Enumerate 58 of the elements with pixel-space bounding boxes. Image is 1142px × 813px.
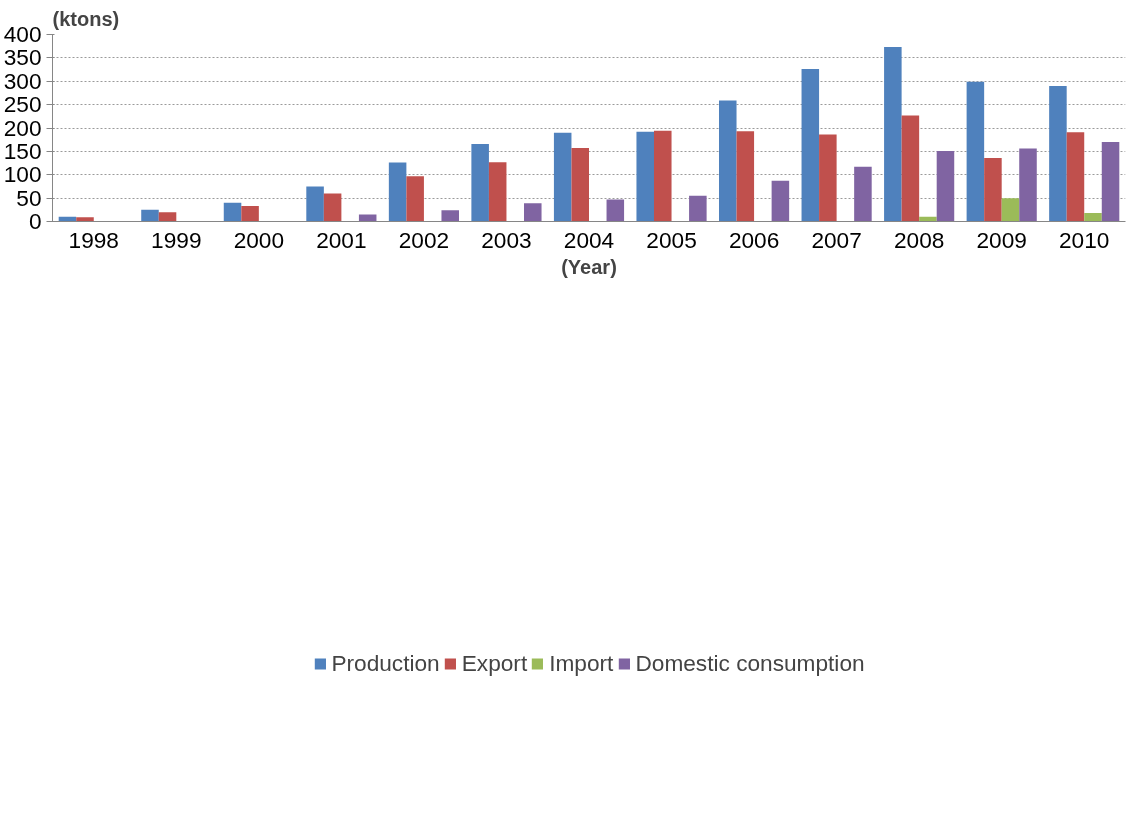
x-tick-label: 2006 — [728, 226, 780, 253]
bar — [1001, 198, 1020, 222]
x-tick-label: 2008 — [893, 226, 945, 253]
bar — [654, 130, 672, 222]
bar — [388, 162, 407, 222]
x-tick-label: 2004 — [563, 226, 615, 253]
x-tick-label: 2005 — [646, 226, 697, 253]
bar — [524, 203, 542, 222]
bar — [241, 206, 259, 222]
y-tick-label: 400 — [3, 21, 42, 47]
bar — [158, 212, 177, 222]
x-tick-label: 2010 — [1059, 226, 1110, 253]
bar — [719, 100, 737, 222]
legend-label: Domestic consumption — [635, 649, 865, 677]
bar — [771, 180, 790, 222]
bar — [636, 131, 654, 222]
x-axis-title: (Year) — [561, 255, 617, 278]
bar — [1019, 148, 1037, 222]
x-tick-label: 2003 — [481, 226, 532, 253]
bar — [441, 210, 459, 222]
bar — [966, 81, 985, 222]
bar — [1066, 132, 1085, 222]
bar — [689, 195, 707, 222]
bar — [141, 209, 159, 222]
bar — [801, 69, 820, 222]
y-axis-title: (ktons) — [52, 7, 120, 30]
bar — [1084, 213, 1102, 222]
legend-label: Export — [461, 649, 528, 677]
bar — [901, 115, 920, 222]
bar — [936, 150, 955, 222]
bar — [358, 214, 377, 222]
bar — [819, 134, 837, 222]
x-tick-label: 2007 — [811, 226, 862, 253]
bar — [1101, 142, 1120, 222]
y-tick-label: 0 — [28, 208, 42, 234]
bar — [571, 148, 589, 222]
bar — [736, 131, 755, 222]
bar — [606, 199, 625, 222]
x-tick-label: 2000 — [233, 226, 285, 253]
bar — [854, 166, 872, 222]
x-tick-label: 2001 — [316, 226, 367, 253]
bar — [76, 217, 94, 222]
x-tick-label: 1999 — [151, 226, 202, 253]
bar — [323, 193, 342, 222]
bar — [306, 186, 324, 222]
x-tick-label: 2002 — [398, 226, 450, 253]
bar — [1049, 85, 1067, 222]
bar — [471, 143, 489, 222]
legend-label: Production — [331, 649, 440, 677]
bar — [984, 157, 1002, 222]
bar — [488, 162, 507, 222]
x-tick-label: 1998 — [68, 226, 119, 253]
bar — [223, 202, 242, 222]
bar — [884, 47, 902, 222]
bar — [406, 176, 424, 222]
bar — [553, 132, 572, 222]
x-tick-label: 2009 — [976, 226, 1027, 253]
legend-label: Import — [549, 649, 614, 677]
